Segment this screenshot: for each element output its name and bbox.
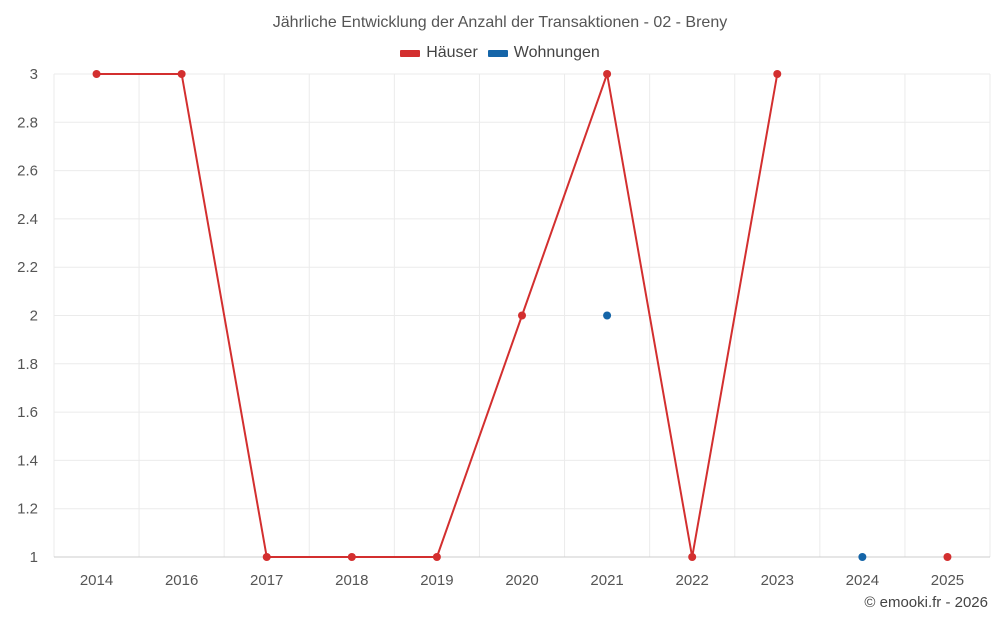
x-tick-label: 2016 <box>165 572 198 589</box>
legend-label-haeuser: Häuser <box>426 44 478 61</box>
data-point[interactable] <box>688 553 697 561</box>
x-tick-label: 2014 <box>80 572 113 589</box>
data-point[interactable] <box>518 311 526 320</box>
x-tick-label: 2017 <box>250 572 283 589</box>
y-tick-label: 2.6 <box>17 163 38 180</box>
x-tick-label: 2019 <box>420 572 453 589</box>
series-0 <box>92 70 952 561</box>
data-point[interactable] <box>262 553 271 561</box>
legend-item-haeuser[interactable]: Häuser <box>400 44 478 62</box>
data-point[interactable] <box>773 70 782 78</box>
y-tick-label: 1.2 <box>17 501 38 518</box>
y-tick-label: 3 <box>30 66 38 83</box>
series-1 <box>603 311 867 561</box>
x-tick-label: 2024 <box>846 572 879 589</box>
y-tick-label: 2.4 <box>17 211 38 228</box>
y-tick-label: 1 <box>30 549 38 566</box>
y-tick-label: 2.8 <box>17 114 38 131</box>
y-tick-label: 1.6 <box>17 404 38 421</box>
data-point[interactable] <box>943 553 952 561</box>
data-point[interactable] <box>603 311 612 320</box>
y-tick-label: 2.2 <box>17 259 38 276</box>
chart-title: Jährliche Entwicklung der Anzahl der Tra… <box>272 14 728 31</box>
legend-label-wohnungen: Wohnungen <box>513 44 600 61</box>
legend-item-wohnungen[interactable]: Wohnungen <box>487 44 600 62</box>
series <box>92 70 952 561</box>
x-tick-label: 2022 <box>675 572 708 589</box>
legend-swatch-wohnungen <box>487 49 508 57</box>
data-point[interactable] <box>177 70 186 78</box>
x-tick-label: 2021 <box>590 572 623 589</box>
data-point[interactable] <box>432 553 441 561</box>
data-point[interactable] <box>347 553 356 561</box>
copyright-credit: © emooki.fr - 2026 <box>864 594 988 611</box>
y-tick-label: 1.4 <box>17 452 38 469</box>
x-tick-label: 2025 <box>931 572 964 589</box>
legend-swatch-haeuser <box>400 49 421 57</box>
axes: 1 1.2 1.4 1.6 1.8 2 2.2 2.4 2.6 2.8 3 2014 2016 2017 2… <box>17 66 990 589</box>
y-tick-label: 1.8 <box>17 356 38 373</box>
x-tick-label: 2018 <box>335 572 368 589</box>
data-point[interactable] <box>603 70 612 78</box>
y-tick-label: 2 <box>30 308 38 325</box>
legend: Häuser Wohnungen <box>0 44 1000 62</box>
x-tick-label: 2020 <box>505 572 538 589</box>
data-point[interactable] <box>858 553 867 561</box>
data-point[interactable] <box>92 70 101 78</box>
x-tick-label: 2023 <box>761 572 794 589</box>
